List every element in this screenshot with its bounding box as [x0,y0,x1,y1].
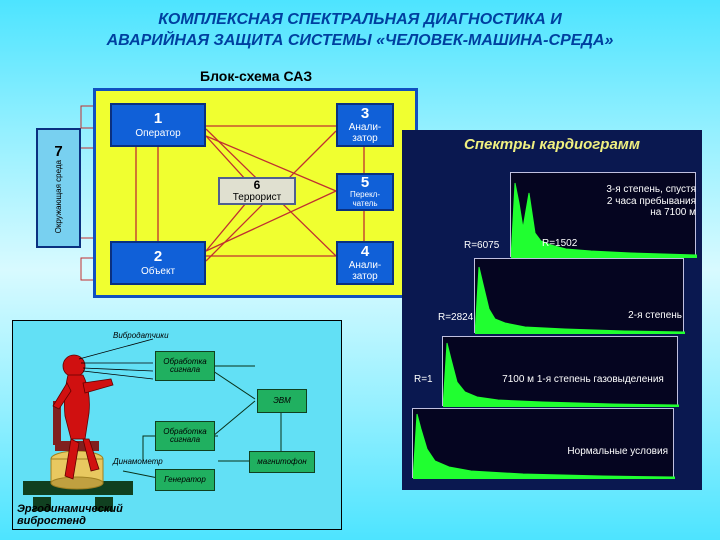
ergo-dyn-label: Динамометр [113,457,163,466]
bd-3-label: Анали- затор [349,122,382,144]
spec-svg-4 [413,409,675,479]
bd-box-4: 4 Анали- затор [336,241,394,285]
bd-box-6: 6 Террорист [218,177,296,205]
spec-r-2: R=2824 [438,312,473,323]
bd-3-num: 3 [361,106,369,123]
bd-left-connectors [38,88,98,298]
bd-6-label: Террорист [233,192,282,203]
bd-1-label: Оператор [135,128,180,139]
bd-box-3: 3 Анали- затор [336,103,394,147]
title-line-2: АВАРИЙНАЯ ЗАЩИТА СИСТЕМЫ «ЧЕЛОВЕК-МАШИНА… [107,32,614,49]
title-line-1: КОМПЛЕКСНАЯ СПЕКТРАЛЬНАЯ ДИАГНОСТИКА И [158,11,561,28]
spec-panel-3 [442,336,678,406]
spec-label-2: 2-я степень [628,310,682,322]
spec-svg-3 [443,337,679,407]
bd-4-num: 4 [361,244,369,261]
ergo-title: Эргодинамический вибростенд [17,503,123,527]
ergo-box-evm: ЭВМ [257,389,307,413]
ergo-sensors-label: Вибродатчики [113,331,169,340]
ergo-diagram: Вибродатчики Обработка сигнала ЭВМ Обраб… [12,320,342,530]
spec-panel-4 [412,408,674,478]
page-title: КОМПЛЕКСНАЯ СПЕКТРАЛЬНАЯ ДИАГНОСТИКА И А… [0,0,720,56]
bd-box-2: 2 Объект [110,241,206,285]
bd-box-1: 1 Оператор [110,103,206,147]
ergo-box-mag: магнитофон [249,451,315,473]
block-diagram: 7 Окружающая среда [38,88,418,298]
bd-2-label: Объект [141,266,175,277]
cardio-panel: Спектры кардиограмм 3-я степень, спустя … [402,130,702,490]
ergo-box-proc2: Обработка сигнала [155,421,215,451]
ergo-box-gen: Генератор [155,469,215,491]
bd-2-num: 2 [154,249,162,266]
bd-6-num: 6 [254,179,261,192]
bd-box-5: 5 Перекл- чатель [336,173,394,211]
bd-5-num: 5 [361,175,369,192]
spec-label-1: 3-я степень, спустя 2 часа пребывания на… [606,184,696,219]
spec-r-3: R=1 [414,374,433,385]
spec-svg-2 [475,259,685,334]
bd-1-num: 1 [154,111,162,128]
bd-5-label: Перекл- чатель [350,191,380,209]
bd-4-label: Анали- затор [349,260,382,282]
spec-panel-2 [474,258,684,333]
spec-r-1b: R=6075 [464,240,499,251]
bd-outer-frame: 1 Оператор 2 Объект 6 Террорист 3 Анали-… [93,88,418,298]
spec-label-3: 7100 м 1-я степень газовыделения [478,374,688,386]
cardio-title: Спектры кардиограмм [402,136,702,153]
spec-label-4: Нормальные условия [567,446,668,458]
spec-r-1: R=1502 [542,238,577,249]
block-diagram-subtitle: Блок-схема САЗ [200,68,312,84]
ergo-box-proc1: Обработка сигнала [155,351,215,381]
